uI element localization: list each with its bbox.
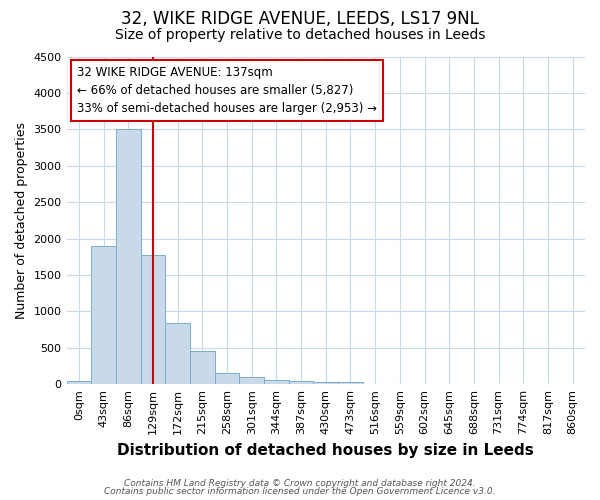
Bar	[190, 352, 215, 384]
Text: 32, WIKE RIDGE AVENUE, LEEDS, LS17 9NL: 32, WIKE RIDGE AVENUE, LEEDS, LS17 9NL	[121, 10, 479, 28]
Text: Contains public sector information licensed under the Open Government Licence v3: Contains public sector information licen…	[104, 487, 496, 496]
Bar	[313, 382, 338, 384]
Text: Size of property relative to detached houses in Leeds: Size of property relative to detached ho…	[115, 28, 485, 42]
Bar	[116, 130, 140, 384]
Bar	[338, 382, 363, 384]
Bar	[264, 380, 289, 384]
Text: Contains HM Land Registry data © Crown copyright and database right 2024.: Contains HM Land Registry data © Crown c…	[124, 478, 476, 488]
Bar	[91, 246, 116, 384]
Y-axis label: Number of detached properties: Number of detached properties	[15, 122, 28, 319]
Bar	[215, 372, 239, 384]
Bar	[165, 323, 190, 384]
X-axis label: Distribution of detached houses by size in Leeds: Distribution of detached houses by size …	[118, 442, 534, 458]
Bar	[67, 382, 91, 384]
Bar	[140, 255, 165, 384]
Bar	[239, 378, 264, 384]
Text: 32 WIKE RIDGE AVENUE: 137sqm
← 66% of detached houses are smaller (5,827)
33% of: 32 WIKE RIDGE AVENUE: 137sqm ← 66% of de…	[77, 66, 377, 116]
Bar	[289, 382, 313, 384]
